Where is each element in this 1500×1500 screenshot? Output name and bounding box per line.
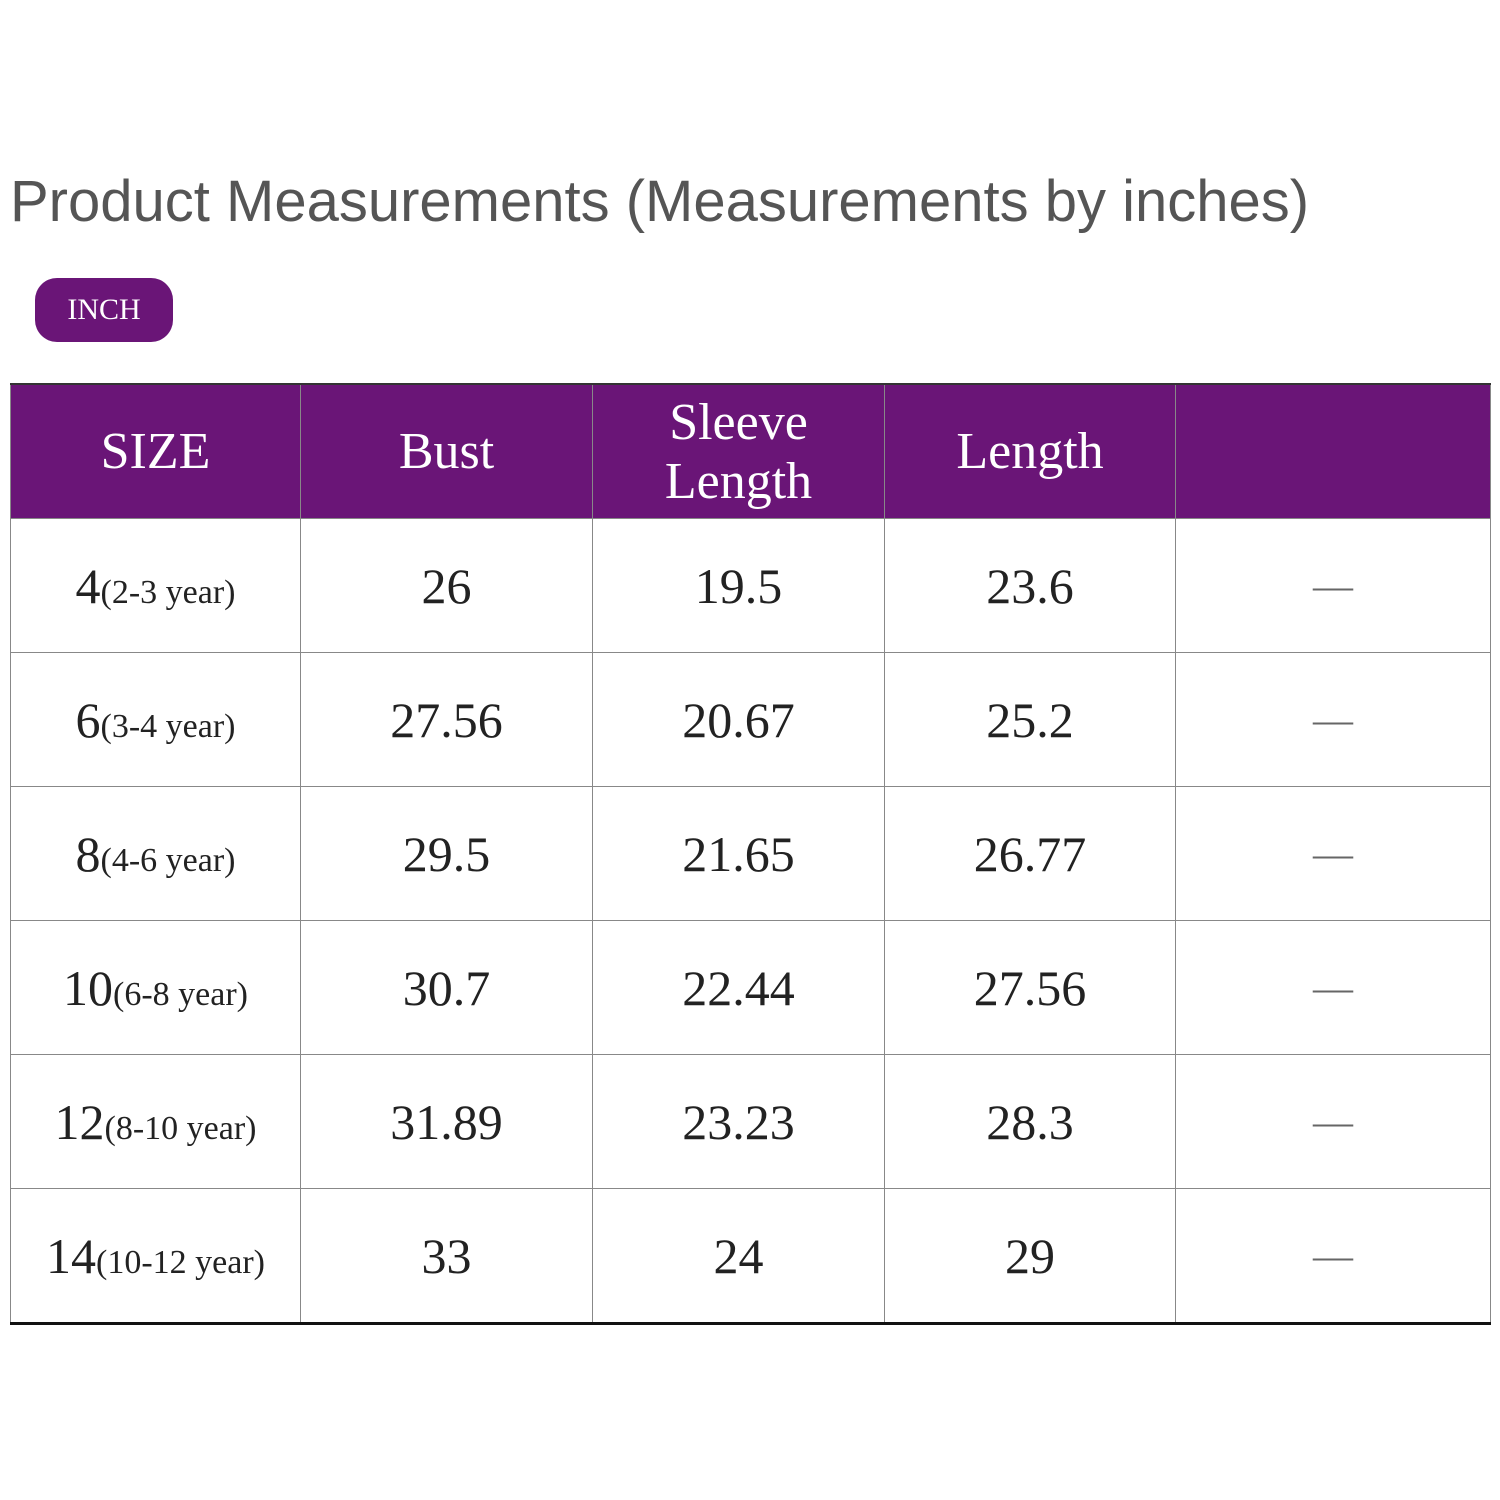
- header-row: SIZE Bust Sleeve Length Length: [10, 383, 1491, 519]
- value-cell: 33: [300, 1188, 593, 1324]
- value-cell: 21.65: [592, 786, 885, 921]
- value-cell: 26.77: [884, 786, 1176, 921]
- value-cell: 25.2: [884, 652, 1176, 787]
- age-label: (3-4 year): [100, 707, 236, 745]
- value-cell: 26: [300, 518, 593, 653]
- value-cell: —: [1175, 786, 1491, 921]
- size-label: 14: [46, 1227, 96, 1284]
- value-cell: 28.3: [884, 1054, 1176, 1189]
- unit-badge: INCH: [35, 278, 173, 342]
- size-table: SIZE Bust Sleeve Length Length 4(2-3 year) 26…: [10, 383, 1491, 1325]
- value-cell: —: [1175, 518, 1491, 653]
- size-label: 12: [54, 1093, 105, 1150]
- column-header: Sleeve Length: [592, 383, 885, 519]
- value-cell: 29: [884, 1188, 1176, 1324]
- size-label: 6: [75, 691, 101, 748]
- value-cell: 23.6: [884, 518, 1176, 653]
- table-row: 12(8-10 year) 31.89 23.23 28.3—: [10, 1054, 1491, 1189]
- value-cell: 19.5: [592, 518, 885, 653]
- size-cell: 4(2-3 year): [10, 518, 301, 653]
- value-cell: 23.23: [592, 1054, 885, 1189]
- size-cell: 12(8-10 year): [10, 1054, 301, 1189]
- size-label: 8: [75, 825, 101, 882]
- column-header: [1175, 383, 1491, 519]
- value-cell: 27.56: [884, 920, 1176, 1055]
- age-label: (4-6 year): [100, 841, 236, 879]
- age-label: (2-3 year): [100, 573, 236, 611]
- value-cell: 20.67: [592, 652, 885, 787]
- table-row: 14(10-12 year) 33 24 29—: [10, 1188, 1491, 1324]
- size-label: 4: [75, 557, 101, 614]
- column-header: SIZE: [10, 383, 301, 519]
- column-header: Bust: [300, 383, 593, 519]
- size-cell: 6(3-4 year): [10, 652, 301, 787]
- table-row: 8(4-6 year) 29.5 21.65 26.77—: [10, 786, 1491, 921]
- size-label: 10: [63, 959, 113, 1016]
- age-label: (10-12 year): [96, 1243, 265, 1281]
- value-cell: —: [1175, 920, 1491, 1055]
- value-cell: —: [1175, 1054, 1491, 1189]
- age-label: (8-10 year): [104, 1109, 257, 1147]
- value-cell: —: [1175, 652, 1491, 787]
- value-cell: 27.56: [300, 652, 593, 787]
- size-cell: 14(10-12 year): [10, 1188, 301, 1324]
- value-cell: 29.5: [300, 786, 593, 921]
- size-cell: 8(4-6 year): [10, 786, 301, 921]
- age-label: (6-8 year): [113, 975, 248, 1013]
- table-row: 6(3-4 year) 27.56 20.67 25.2—: [10, 652, 1491, 787]
- value-cell: —: [1175, 1188, 1491, 1324]
- value-cell: 31.89: [300, 1054, 593, 1189]
- table-row: 10(6-8 year) 30.7 22.44 27.56—: [10, 920, 1491, 1055]
- value-cell: 30.7: [300, 920, 593, 1055]
- value-cell: 22.44: [592, 920, 885, 1055]
- value-cell: 24: [592, 1188, 885, 1324]
- size-cell: 10(6-8 year): [10, 920, 301, 1055]
- page-title: Product Measurements (Measurements by in…: [10, 169, 1310, 234]
- column-header: Length: [884, 383, 1176, 519]
- table-row: 4(2-3 year) 26 19.5 23.6—: [10, 518, 1491, 653]
